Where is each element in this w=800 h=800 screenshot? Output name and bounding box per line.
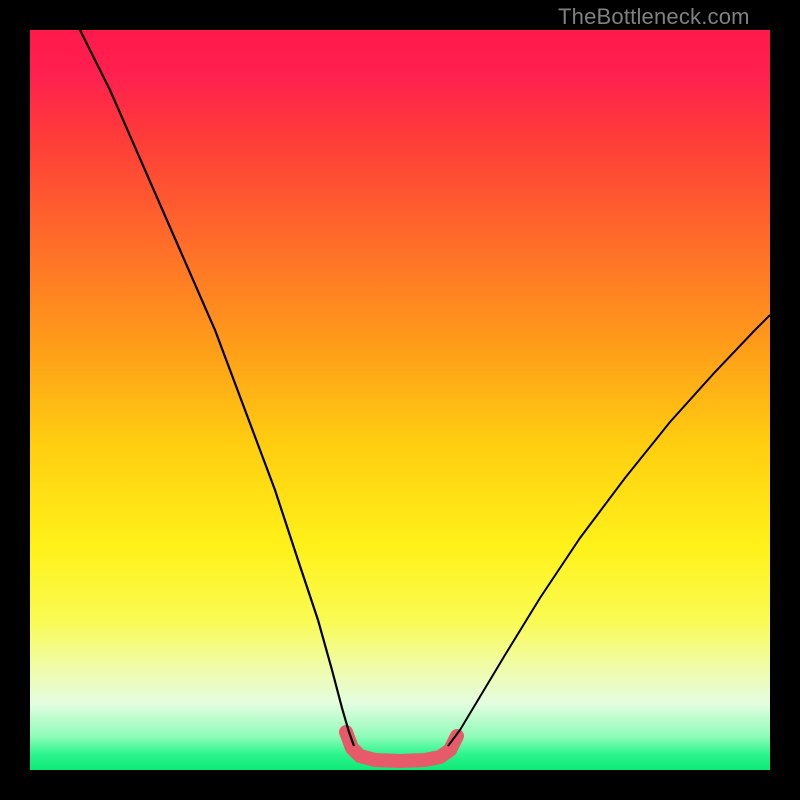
watermark-text: TheBottleneck.com	[558, 4, 750, 30]
curves-layer	[30, 30, 770, 770]
valley-highlight	[346, 732, 457, 761]
curve-left	[80, 30, 354, 746]
plot-area	[30, 30, 770, 770]
curve-right	[448, 315, 770, 746]
